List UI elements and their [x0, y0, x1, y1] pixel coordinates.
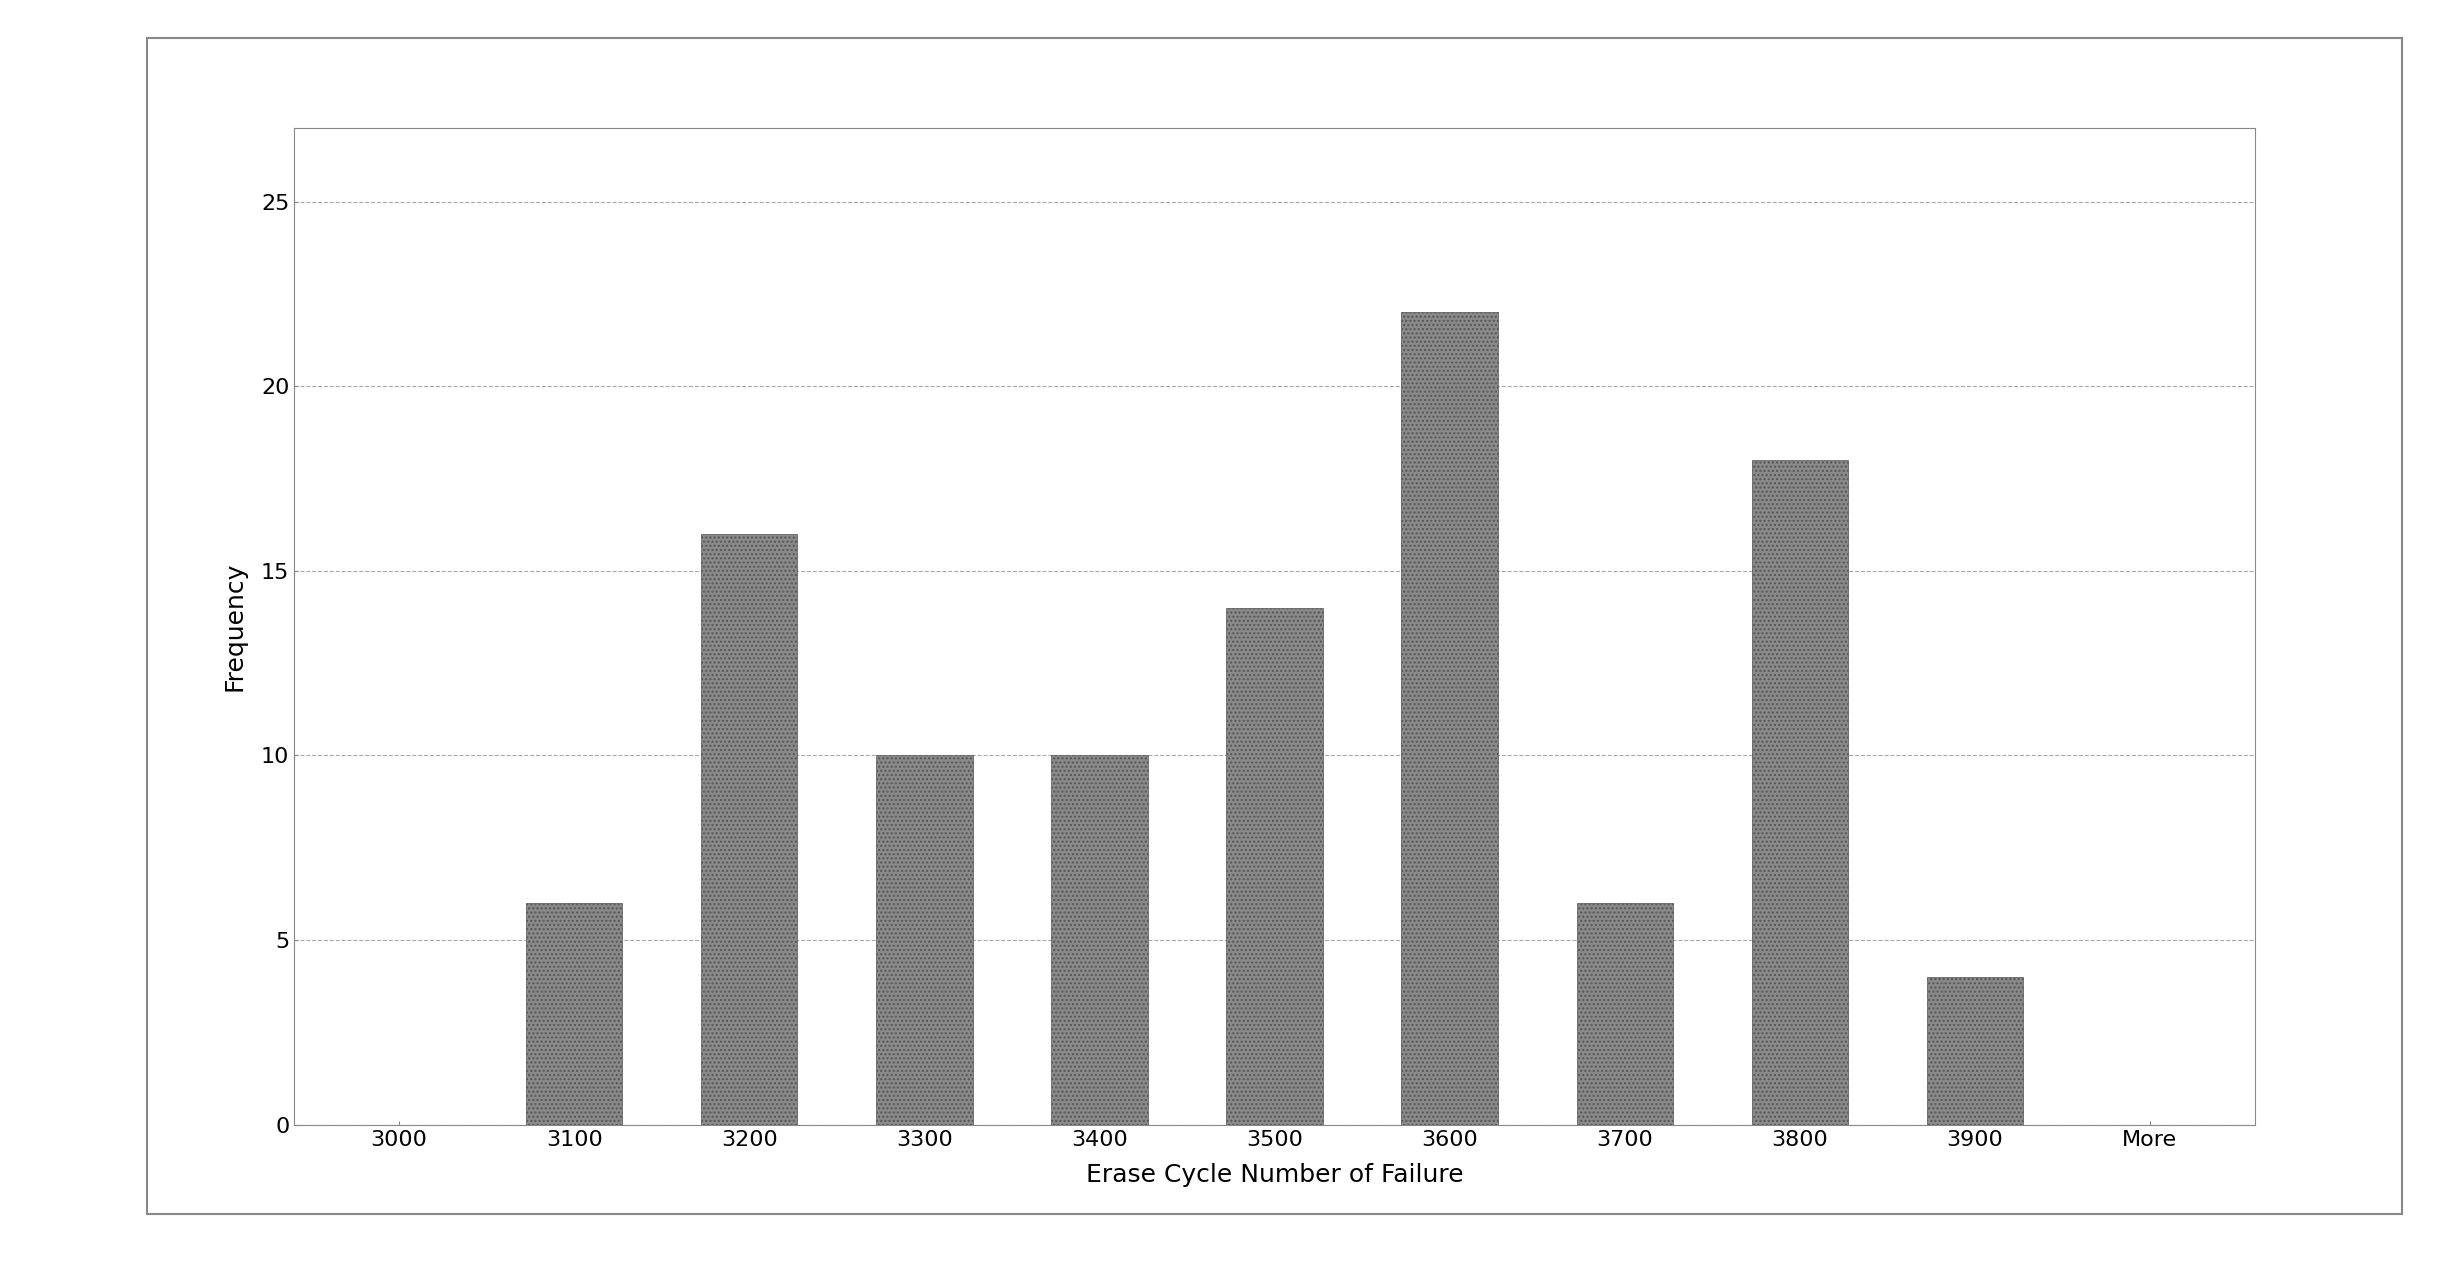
Bar	[1576, 904, 1672, 1125]
X-axis label: Erase Cycle Number of Failure: Erase Cycle Number of Failure	[1086, 1163, 1463, 1187]
Bar	[877, 755, 973, 1125]
Bar	[701, 534, 797, 1125]
Bar	[1752, 460, 1848, 1125]
Bar	[1226, 608, 1324, 1125]
Bar	[1402, 312, 1498, 1125]
Bar	[1051, 755, 1147, 1125]
Bar	[1926, 976, 2022, 1125]
Y-axis label: Frequency: Frequency	[223, 561, 248, 691]
Bar	[527, 904, 623, 1125]
